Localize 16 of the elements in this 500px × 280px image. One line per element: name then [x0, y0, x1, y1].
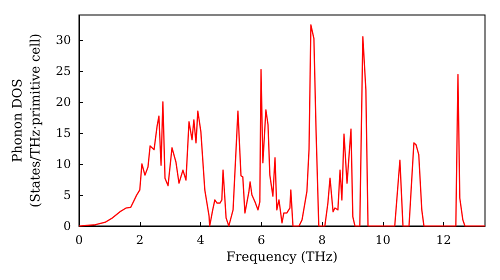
y-tick-label: 25 [56, 64, 71, 78]
y-axis-title: Phonon DOS (States/THz·primitive cell) [10, 33, 44, 208]
x-tick-label: 8 [318, 233, 326, 247]
y-tick-label: 10 [56, 156, 71, 171]
x-tick-label: 12 [436, 233, 452, 247]
y-tick-label: 15 [56, 126, 71, 140]
x-tick-label: 4 [196, 233, 205, 247]
y-tick-label: 30 [56, 32, 71, 47]
y-tick-label: 0 [63, 219, 71, 233]
y-tick-label: 20 [56, 94, 71, 109]
x-tick-label: 6 [258, 233, 266, 247]
x-tick-label: 2 [136, 233, 144, 247]
x-axis-title: Frequency (THz) [226, 250, 338, 265]
y-tick-label: 5 [63, 188, 71, 202]
x-tick-label: 10 [375, 233, 391, 247]
x-tick-label: 0 [75, 233, 83, 247]
